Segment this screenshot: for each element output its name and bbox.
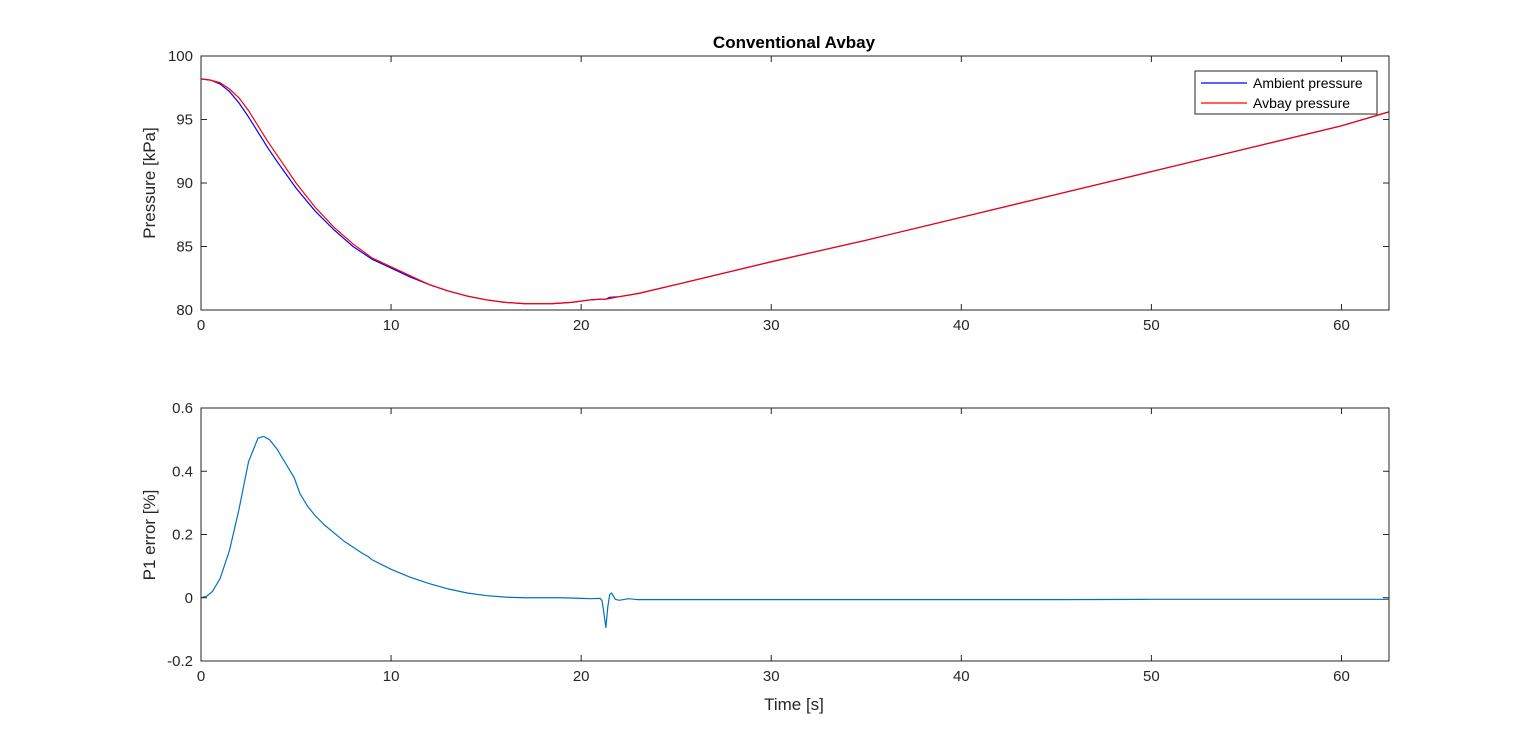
- x-tick-label: 60: [1333, 668, 1350, 685]
- y-tick-label: 0.2: [172, 527, 193, 544]
- series-line-avbay-pressure: [201, 78, 1389, 305]
- y-tick-label: 100: [168, 48, 193, 65]
- plot-area-0: [201, 56, 1389, 310]
- y-tick-label: 90: [176, 175, 193, 192]
- x-tick-label: 30: [763, 317, 780, 334]
- x-tick-label: 30: [763, 668, 780, 685]
- legend-entry-label: Ambient pressure: [1253, 75, 1363, 91]
- x-tick-label: 0: [197, 317, 205, 334]
- x-tick-label: 40: [953, 668, 970, 685]
- chart-title: Conventional Avbay: [713, 33, 876, 52]
- y-tick-label: 95: [176, 112, 193, 129]
- series-line-p1-error: [201, 435, 1389, 628]
- y-tick-label: 0: [185, 590, 193, 607]
- legend-box: [1194, 70, 1378, 115]
- y-tick-label: 0.6: [172, 400, 193, 417]
- plot-area-1: [201, 408, 1389, 661]
- y-axis-label-pressure: Pressure [kPa]: [140, 127, 159, 239]
- x-tick-label: 20: [573, 317, 590, 334]
- x-tick-label: 60: [1333, 317, 1350, 334]
- x-tick-label: 10: [383, 317, 400, 334]
- x-tick-label: 0: [197, 668, 205, 685]
- x-tick-label: 50: [1143, 668, 1160, 685]
- y-tick-label: 85: [176, 239, 193, 256]
- pressure-axes: Conventional Avbay Pressure [kPa] 0 10 20 3…: [140, 33, 1390, 334]
- x-tick-label: 40: [953, 317, 970, 334]
- x-tick-label: 50: [1143, 317, 1160, 334]
- x-tick-label: 10: [383, 668, 400, 685]
- error-axes: P1 error [%] Time [s] 0 10 20 30 40 50 60-0.20…: [140, 400, 1390, 714]
- y-axis-label-error: P1 error [%]: [140, 490, 159, 581]
- y-tick-label: 80: [176, 302, 193, 319]
- x-axis-label-time: Time [s]: [764, 695, 824, 714]
- y-tick-label: 0.4: [172, 463, 193, 480]
- legend-entry-label: Avbay pressure: [1253, 95, 1350, 111]
- x-tick-label: 20: [573, 668, 590, 685]
- y-tick-label: -0.2: [167, 653, 193, 670]
- legend: Ambient pressure Avbay pressure: [1194, 70, 1378, 115]
